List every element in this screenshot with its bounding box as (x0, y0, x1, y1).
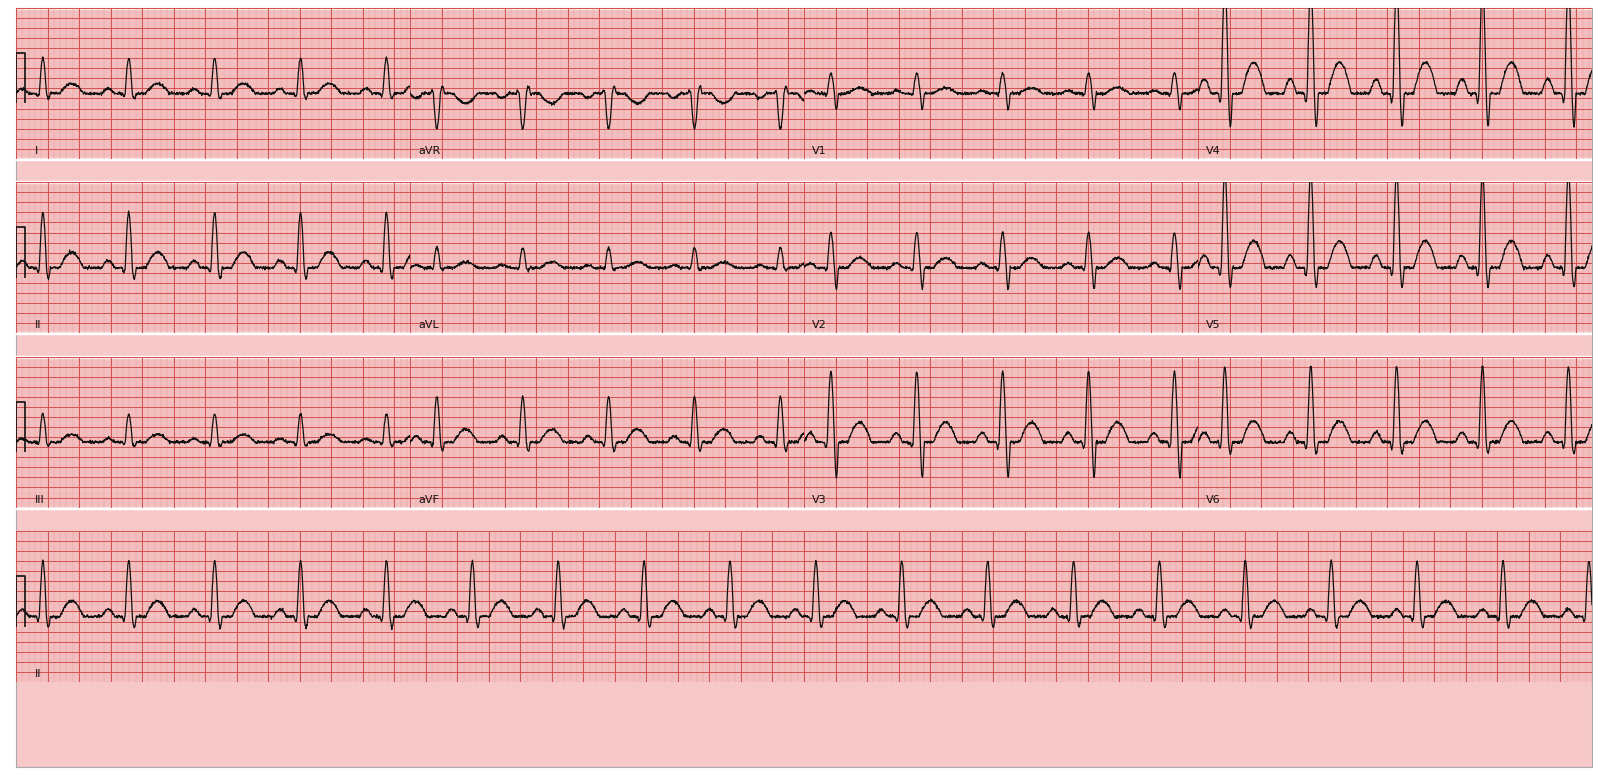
Text: I: I (35, 146, 38, 156)
Text: V3: V3 (811, 494, 827, 505)
Text: III: III (35, 494, 45, 505)
Text: V6: V6 (1206, 494, 1221, 505)
Text: II: II (35, 320, 42, 330)
Text: aVR: aVR (418, 146, 440, 156)
Text: V1: V1 (811, 146, 827, 156)
Text: V2: V2 (811, 320, 827, 330)
Text: V4: V4 (1206, 146, 1221, 156)
Text: II: II (35, 669, 42, 679)
Text: V5: V5 (1206, 320, 1221, 330)
Text: aVL: aVL (418, 320, 438, 330)
Text: aVF: aVF (418, 494, 438, 505)
